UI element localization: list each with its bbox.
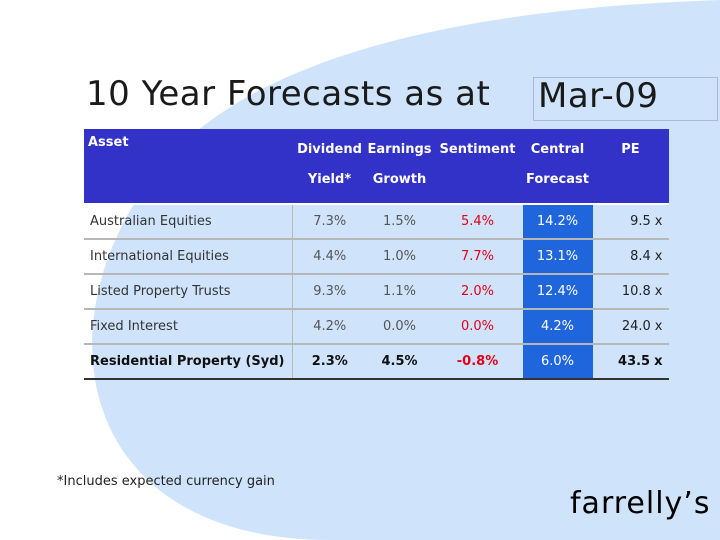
table-row: Australian Equities 7.3% 1.5% 5.4% 14.2%… (84, 204, 669, 240)
asset-cell: Fixed Interest (84, 309, 293, 345)
dividend-yield-cell: 2.3% (292, 344, 367, 380)
pe-value: 10.8 (621, 284, 651, 299)
header-earnings-growth-line2: Growth (372, 172, 427, 187)
pe-cell: 43.5 x (592, 344, 669, 380)
table-row: International Equities 4.4% 1.0% 7.7% 13… (84, 239, 669, 275)
table-row: Residential Property (Syd) 2.3% 4.5% -0.… (84, 344, 669, 380)
sentiment-cell: 5.4% (432, 204, 523, 240)
forecast-table: Asset Dividend Yield* Earnings Growth Se… (84, 129, 669, 380)
pe-cell: 24.0 x (592, 309, 669, 345)
farrellys-logo: farrelly’s (570, 486, 711, 521)
header-asset: Asset (84, 129, 293, 205)
central-forecast-cell: 14.2% (522, 204, 593, 240)
pe-suffix: x (654, 354, 663, 369)
sentiment-cell: 0.0% (432, 309, 523, 345)
pe-suffix: x (654, 214, 663, 229)
pe-suffix: x (654, 284, 663, 299)
asset-cell: Residential Property (Syd) (84, 344, 293, 380)
pe-cell: 8.4 x (592, 239, 669, 275)
table-header-row: Asset Dividend Yield* Earnings Growth Se… (84, 129, 669, 205)
pe-value: 9.5 (630, 214, 651, 229)
pe-suffix: x (654, 319, 663, 334)
central-forecast-cell: 12.4% (522, 274, 593, 310)
asset-cell: Listed Property Trusts (84, 274, 293, 310)
central-forecast-cell: 4.2% (522, 309, 593, 345)
pe-cell: 9.5 x (592, 204, 669, 240)
dividend-yield-cell: 4.4% (292, 239, 367, 275)
dividend-yield-cell: 4.2% (292, 309, 367, 345)
sentiment-cell: 7.7% (432, 239, 523, 275)
earnings-growth-cell: 1.5% (366, 204, 433, 240)
asset-cell: International Equities (84, 239, 293, 275)
pe-value: 24.0 (621, 319, 651, 334)
header-pe: PE (592, 129, 669, 205)
earnings-growth-cell: 1.1% (366, 274, 433, 310)
table-row: Fixed Interest 4.2% 0.0% 0.0% 4.2% 24.0 x (84, 309, 669, 345)
header-dividend-yield-line2: Yield* (307, 172, 352, 187)
pe-suffix: x (654, 249, 663, 264)
central-forecast-cell: 13.1% (522, 239, 593, 275)
header-earnings-growth: Earnings Growth (366, 129, 433, 205)
central-forecast-cell: 6.0% (522, 344, 593, 380)
header-dividend-yield-line1: Dividend (297, 142, 362, 157)
pe-value: 8.4 (630, 249, 651, 264)
slide-title: 10 Year Forecasts as at (86, 74, 491, 114)
header-central-forecast-line2: Forecast (526, 172, 589, 187)
dividend-yield-cell: 7.3% (292, 204, 367, 240)
pe-cell: 10.8 x (592, 274, 669, 310)
header-sentiment: Sentiment (432, 129, 523, 205)
pe-value: 43.5 (618, 354, 651, 369)
sentiment-cell: 2.0% (432, 274, 523, 310)
earnings-growth-cell: 1.0% (366, 239, 433, 275)
footnote: *Includes expected currency gain (57, 474, 275, 489)
earnings-growth-cell: 0.0% (366, 309, 433, 345)
sentiment-cell: -0.8% (432, 344, 523, 380)
title-date-box: Mar-09 (533, 76, 718, 121)
dividend-yield-cell: 9.3% (292, 274, 367, 310)
header-earnings-growth-line1: Earnings (367, 142, 432, 157)
header-central-forecast-line1: Central (530, 142, 585, 157)
table-row: Listed Property Trusts 9.3% 1.1% 2.0% 12… (84, 274, 669, 310)
earnings-growth-cell: 4.5% (366, 344, 433, 380)
header-dividend-yield: Dividend Yield* (292, 129, 367, 205)
title-date: Mar-09 (538, 76, 659, 116)
header-central-forecast: Central Forecast (522, 129, 593, 205)
asset-cell: Australian Equities (84, 204, 293, 240)
